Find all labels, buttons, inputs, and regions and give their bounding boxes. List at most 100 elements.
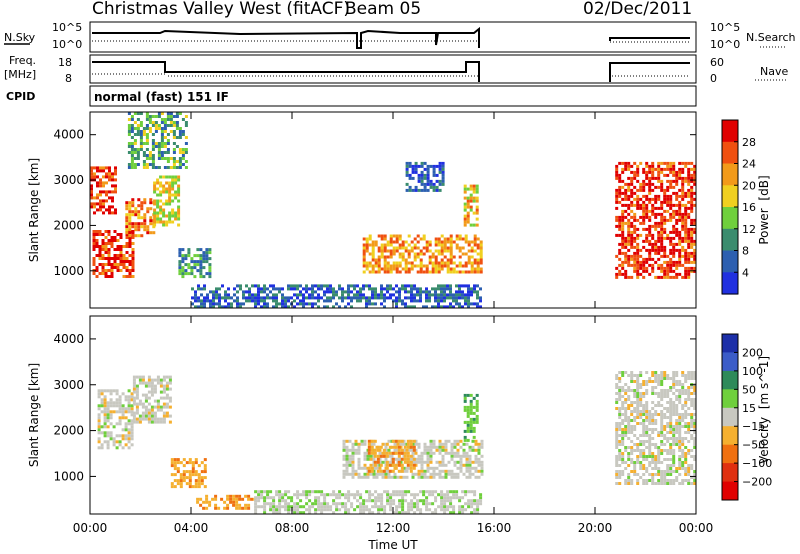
echo-cell	[636, 479, 640, 482]
echo-cell	[411, 188, 415, 192]
echo-cell	[119, 254, 123, 257]
echo-cell	[133, 142, 137, 145]
echo-cell	[446, 270, 450, 274]
echo-cell	[687, 269, 691, 273]
echo-cell	[675, 218, 679, 222]
echo-cell	[633, 443, 637, 446]
echo-cell	[463, 205, 467, 209]
echo-cell	[223, 500, 227, 504]
echo-cell	[684, 194, 688, 198]
echo-cell	[648, 449, 652, 452]
echo-cell	[468, 460, 472, 464]
echo-cell	[618, 194, 622, 198]
echo-cell	[374, 502, 378, 506]
echo-cell	[429, 451, 433, 455]
echo-cell	[342, 472, 346, 476]
echo-cell	[449, 252, 453, 256]
echo-cell	[642, 431, 646, 434]
echo-cell	[392, 293, 395, 297]
echo-cell	[208, 503, 212, 507]
echo-cell	[675, 410, 679, 413]
echo-cell	[434, 290, 437, 294]
echo-cell	[90, 175, 93, 179]
echo-cell	[456, 442, 460, 446]
echo-cell	[374, 270, 378, 274]
echo-cell	[648, 230, 652, 234]
echo-cell	[407, 261, 411, 265]
echo-cell	[107, 254, 111, 257]
echo-cell	[347, 293, 350, 297]
echo-cell	[111, 190, 114, 194]
echo-cell	[624, 446, 628, 449]
echo-cell	[416, 299, 419, 303]
echo-cell	[633, 461, 637, 464]
echo-cell	[468, 472, 472, 476]
echo-cell	[153, 378, 157, 382]
echo-cell	[429, 472, 433, 476]
echo-cell	[404, 511, 408, 515]
echo-cell	[687, 242, 691, 246]
echo-cell	[464, 240, 468, 244]
echo-cell	[425, 264, 429, 268]
echo-cell	[446, 284, 449, 288]
echo-cell	[384, 445, 388, 449]
echo-cell	[690, 203, 694, 207]
echo-cell	[386, 502, 390, 506]
echo-cell	[435, 179, 439, 183]
echo-cell	[434, 255, 438, 259]
echo-cell	[636, 449, 640, 452]
echo-cell	[320, 505, 324, 509]
echo-cell	[651, 248, 655, 252]
echo-cell	[639, 215, 643, 219]
echo-cell	[302, 505, 306, 509]
echo-cell	[395, 246, 399, 250]
echo-cell	[690, 422, 694, 425]
echo-cell	[675, 272, 679, 276]
echo-cell	[199, 248, 203, 252]
echo-cell	[362, 508, 366, 512]
echo-cell	[257, 299, 260, 303]
echo-cell	[257, 296, 260, 300]
echo-cell	[675, 194, 679, 198]
echo-cell	[398, 237, 402, 241]
echo-cell	[178, 254, 182, 258]
echo-cell	[642, 257, 646, 261]
echo-cell	[90, 196, 93, 200]
echo-cell	[350, 493, 354, 497]
colorbar-swatch	[722, 389, 738, 409]
echo-cell	[636, 410, 640, 413]
echo-cell	[404, 258, 408, 262]
echo-cell	[633, 251, 637, 255]
echo-cell	[627, 254, 631, 258]
echo-cell	[137, 198, 141, 202]
echo-cell	[465, 451, 469, 455]
echo-cell	[386, 287, 389, 291]
echo-cell	[109, 437, 113, 441]
echo-cell	[672, 428, 676, 431]
echo-cell	[642, 182, 646, 186]
echo-cell	[398, 299, 401, 303]
echo-cell	[475, 184, 479, 188]
echo-cell	[423, 173, 427, 177]
echo-cell	[159, 384, 163, 388]
echo-cell	[99, 208, 102, 212]
echo-cell	[93, 211, 96, 215]
echo-cell	[407, 243, 411, 247]
echo-cell	[229, 500, 233, 504]
echo-cell	[645, 392, 649, 395]
echo-cell	[651, 389, 655, 392]
echo-cell	[687, 236, 691, 240]
echo-cell	[472, 435, 476, 439]
echo-cell	[179, 461, 183, 465]
echo-cell	[651, 263, 655, 267]
echo-cell	[404, 499, 408, 503]
echo-cell	[97, 446, 101, 450]
echo-cell	[383, 299, 386, 303]
echo-cell	[147, 396, 151, 400]
echo-cell	[200, 293, 203, 297]
echo-cell	[173, 473, 177, 477]
echo-cell	[678, 449, 682, 452]
echo-cell	[449, 296, 452, 300]
echo-cell	[663, 437, 667, 440]
echo-cell	[419, 290, 422, 294]
